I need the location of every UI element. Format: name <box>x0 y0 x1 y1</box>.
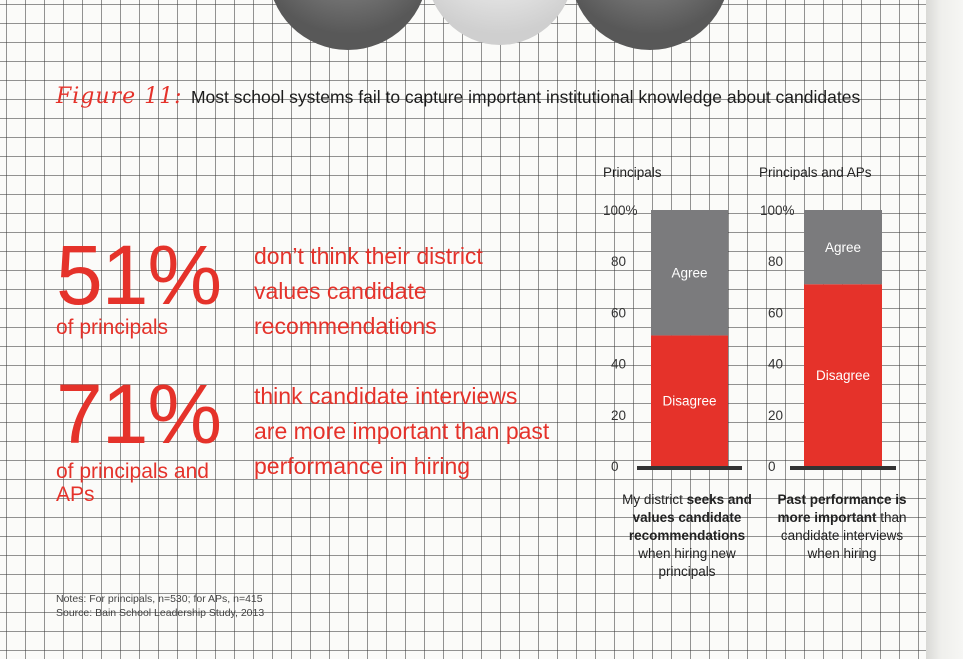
bar-segment-disagree <box>804 284 882 466</box>
y-tick-label: 20 <box>611 408 626 423</box>
bar-segment-agree <box>651 210 728 336</box>
chart-2-caption: Past performance is more important than … <box>772 491 912 563</box>
bar-segment-agree <box>804 210 882 285</box>
bar-segment-label: Disagree <box>662 394 716 409</box>
notes-line: Notes: For principals, n=530; for APs, n… <box>56 593 263 605</box>
y-tick-label: 0 <box>768 459 776 474</box>
y-tick-label: 0 <box>611 459 619 474</box>
y-tick-label: 20 <box>768 408 783 423</box>
figure-title: Figure 11: Most school systems fail to c… <box>56 84 860 109</box>
y-tick-label: 100% <box>760 203 795 218</box>
chart-1-title: Principals <box>603 165 662 180</box>
source-line: Source: Bain School Leadership Study, 20… <box>56 607 265 619</box>
y-tick-label: 80 <box>611 254 626 269</box>
bar-segment-label: Agree <box>825 240 861 255</box>
notes: Notes: For principals, n=530; for APs, n… <box>56 592 264 620</box>
chart-baseline <box>790 466 896 470</box>
y-tick-label: 100% <box>603 203 638 218</box>
chart-2-title: Principals and APs <box>759 165 872 180</box>
y-tick-label: 80 <box>768 254 783 269</box>
stat-1-description: don’t think their district values candid… <box>254 243 483 339</box>
figure-label: Figure 11: <box>56 84 183 109</box>
y-tick-label: 40 <box>768 357 783 372</box>
graph-paper-background <box>0 0 926 659</box>
stat-2-subject: of principals and APs <box>56 460 209 506</box>
y-tick-label: 60 <box>768 305 783 320</box>
caption-part: My district <box>622 492 687 507</box>
chart-baseline <box>637 466 742 470</box>
y-tick-label: 60 <box>611 305 626 320</box>
stat-1-subject: of principals <box>56 316 169 339</box>
caption-part: Past performance is more important <box>777 492 907 525</box>
caption-part: when hiring new principals <box>638 546 736 579</box>
chart-1-caption: My district seeks and values candidate r… <box>617 491 757 581</box>
stat-1-value: 51% <box>56 228 222 322</box>
y-tick-label: 40 <box>611 357 626 372</box>
bar-segment-label: Disagree <box>816 368 870 383</box>
bar-segment-label: Agree <box>671 266 707 281</box>
stat-2-description: think candidate interviews are more impo… <box>254 383 550 479</box>
stat-2-value: 71% <box>56 367 222 461</box>
caption-part: than candidate interviews when hiring <box>780 510 907 561</box>
caption-part: seeks and values candidate recommendatio… <box>628 492 752 543</box>
bar-segment-disagree <box>651 335 728 466</box>
page-edge-shadow <box>926 0 963 659</box>
figure-heading: Most school systems fail to capture impo… <box>190 87 861 107</box>
